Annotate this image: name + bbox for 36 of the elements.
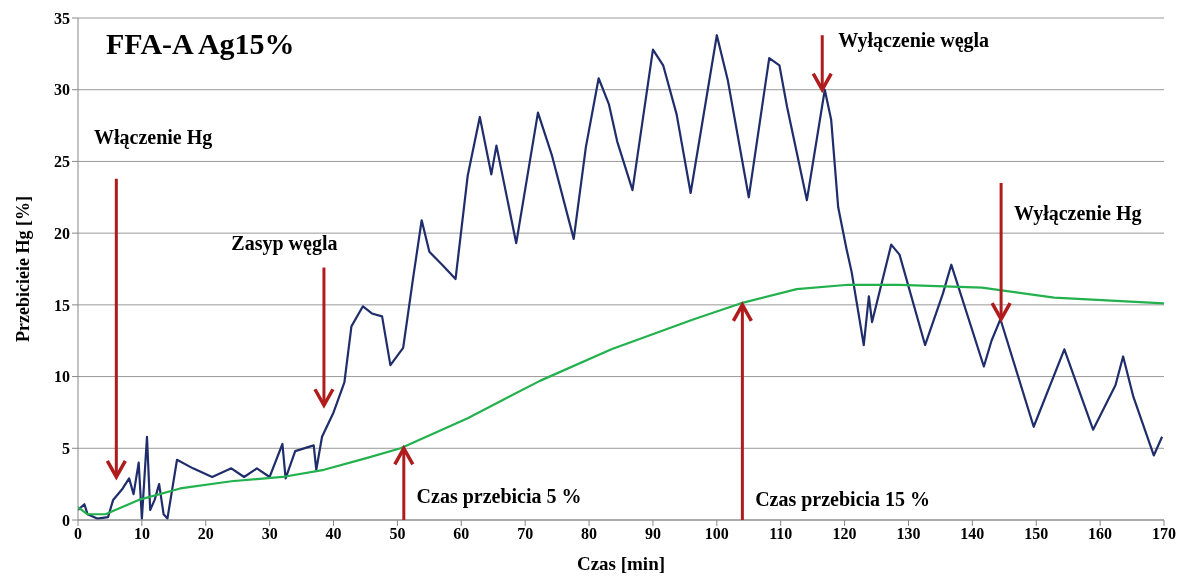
x-tick-label: 60	[453, 525, 470, 543]
x-tick-label: 0	[74, 525, 82, 543]
x-tick-label: 160	[1088, 525, 1113, 543]
x-tick-label: 100	[704, 525, 729, 543]
x-tick-label: 150	[1024, 525, 1049, 543]
x-tick-label: 110	[769, 525, 793, 543]
annotation: Wyłączenie Hg	[1013, 202, 1142, 226]
annotation: Wyłączenie węgla	[838, 28, 990, 52]
y-tick-label: 25	[54, 153, 70, 171]
y-tick-label: 5	[62, 439, 70, 457]
x-tick-label: 120	[832, 525, 857, 543]
chart-title: FFA-A Ag15%	[106, 27, 295, 60]
y-tick-label: 15	[54, 296, 70, 314]
annotation: Czas przebicia 15 %	[755, 487, 931, 511]
x-tick-label: 10	[133, 525, 150, 543]
y-tick-label: 35	[54, 9, 70, 27]
annotation: Czas przebicia 5 %	[416, 484, 582, 508]
x-tick-label: 20	[197, 525, 214, 543]
x-tick-label: 140	[960, 525, 985, 543]
x-axis-title: Czas [min]	[576, 553, 666, 574]
y-tick-label: 30	[54, 81, 70, 99]
x-tick-label: 50	[389, 525, 406, 543]
line-series	[78, 283, 1164, 516]
annotation: Zasyp węgla	[231, 232, 338, 256]
x-tick-label: 90	[644, 525, 661, 543]
annotation: Włączenie Hg	[93, 126, 213, 150]
x-tick-label: 80	[581, 525, 598, 543]
y-tick-label: 0	[62, 511, 70, 529]
x-tick-label: 170	[1152, 525, 1176, 543]
x-tick-label: 40	[325, 525, 342, 543]
y-tick-label: 10	[54, 368, 70, 386]
x-tick-label: 70	[517, 525, 534, 543]
y-tick-label: 20	[54, 224, 70, 242]
x-tick-label: 130	[896, 525, 921, 543]
x-tick-label: 30	[261, 525, 278, 543]
y-axis-title: Przebicieie Hg [%]	[13, 196, 34, 342]
